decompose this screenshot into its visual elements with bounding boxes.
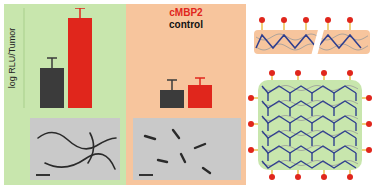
crossover (311, 123, 312, 131)
scale-bar (36, 174, 50, 176)
linker (261, 22, 262, 30)
peptide (347, 17, 353, 23)
particle (45, 154, 115, 169)
staple (262, 161, 356, 168)
particle (173, 130, 179, 138)
bars (40, 8, 212, 108)
linker (305, 22, 306, 30)
staple (262, 86, 356, 93)
peptide (259, 17, 265, 23)
staple (256, 35, 361, 48)
peptide (347, 70, 353, 76)
peptide (269, 70, 275, 76)
panel-targeted (4, 4, 126, 185)
peptide (321, 70, 327, 76)
particle (145, 136, 155, 139)
particle (181, 154, 185, 162)
crossover (267, 123, 268, 131)
error-cap (75, 8, 85, 9)
error-line (199, 78, 201, 85)
error-cap (195, 77, 205, 79)
staple (262, 131, 356, 138)
particle (158, 160, 167, 162)
error-bar (167, 80, 177, 90)
staple (262, 146, 356, 153)
linker (327, 22, 328, 30)
peptide (248, 121, 254, 127)
legend-entry: cMBP2 (169, 7, 203, 18)
break (310, 26, 325, 58)
peptide (295, 174, 301, 180)
crossover (333, 123, 334, 131)
crossover (267, 153, 268, 161)
peptide (325, 17, 331, 23)
peptide (366, 121, 372, 127)
error-cap (167, 79, 177, 81)
crossover (355, 138, 356, 146)
crossover (355, 108, 356, 116)
graphic: log RLU/Tumor cMBP2control (0, 0, 373, 189)
peptide (347, 174, 353, 180)
crossover (289, 93, 290, 101)
panel-control (126, 4, 246, 185)
peptide (366, 95, 372, 101)
staple (262, 116, 356, 123)
y-axis (24, 8, 25, 108)
bar (68, 18, 92, 108)
origami-diagram (248, 17, 372, 180)
error-cap (47, 57, 57, 59)
peptide (248, 95, 254, 101)
peptide (321, 174, 327, 180)
error-line (79, 8, 81, 18)
micrograph (133, 118, 241, 180)
scale-bar (139, 174, 153, 176)
linker (349, 22, 350, 30)
particle (88, 133, 94, 163)
crossover (311, 138, 312, 146)
micrograph (30, 118, 120, 180)
error-line (171, 80, 173, 90)
crossover (267, 138, 268, 146)
crossover (333, 93, 334, 101)
peptide (366, 147, 372, 153)
bar (160, 90, 184, 108)
peptide (303, 17, 309, 23)
compact-shape (258, 80, 362, 170)
tube (254, 30, 370, 54)
particle (203, 168, 210, 173)
staple (262, 101, 356, 108)
crossover (333, 108, 334, 116)
error-bar (75, 8, 85, 18)
particle (38, 132, 116, 148)
crossover (267, 108, 268, 116)
linker (283, 22, 284, 30)
crossover (289, 153, 290, 161)
crossover (311, 108, 312, 116)
crossover (333, 153, 334, 161)
peptide (295, 70, 301, 76)
bar (40, 68, 64, 108)
crossover (267, 93, 268, 101)
crossover (355, 93, 356, 101)
bar (188, 85, 212, 108)
crossover (355, 153, 356, 161)
crossover (289, 108, 290, 116)
crossover (311, 93, 312, 101)
crossover (333, 138, 334, 146)
error-line (51, 58, 53, 68)
micrograph-bg (30, 118, 120, 180)
y-axis-label: log RLU/Tumor (7, 28, 17, 89)
crossover (289, 123, 290, 131)
micrograph-bg (133, 118, 241, 180)
crossover (311, 153, 312, 161)
peptide (269, 174, 275, 180)
peptide (248, 147, 254, 153)
legend-entry: control (169, 19, 203, 30)
error-bar (195, 78, 205, 85)
error-bar (47, 58, 57, 68)
peptide (281, 17, 287, 23)
particle (195, 144, 205, 148)
crossover (355, 123, 356, 131)
crossover (289, 138, 290, 146)
